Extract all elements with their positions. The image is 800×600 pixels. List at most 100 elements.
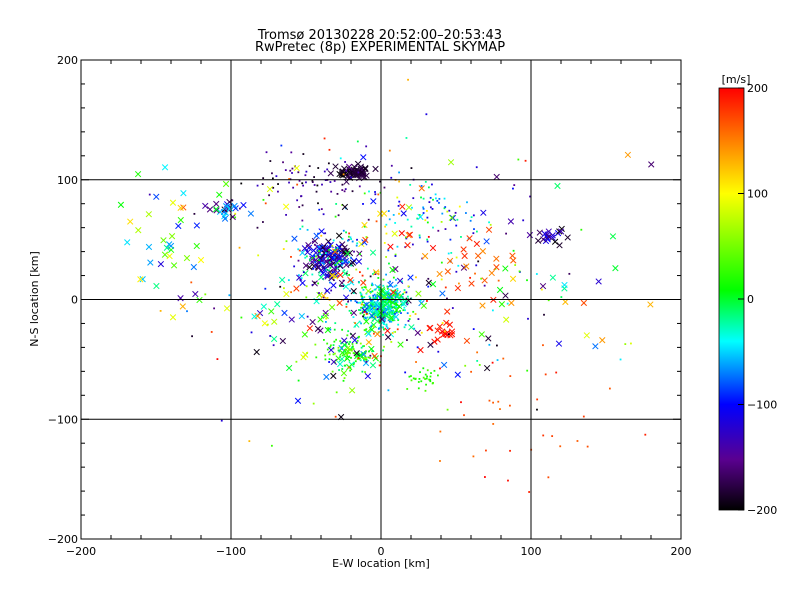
data-point-dot: [322, 339, 325, 341]
data-point-dot: [507, 479, 509, 482]
data-point-dot: [347, 238, 350, 241]
data-point-dot: [341, 259, 344, 262]
data-point-dot: [425, 113, 428, 116]
data-point-dot: [365, 312, 368, 315]
data-point-x: [342, 257, 350, 265]
data-point-dot: [388, 262, 390, 265]
data-point-dot: [463, 414, 465, 417]
data-point-dot: [484, 476, 486, 478]
data-point-x: [135, 227, 142, 234]
data-point-dot: [272, 186, 275, 189]
data-point-dot: [488, 221, 490, 224]
data-point-x: [454, 284, 462, 292]
data-point-dot: [321, 315, 323, 318]
data-point-x: [407, 274, 414, 281]
data-point-dot: [338, 350, 341, 353]
data-point-dot: [328, 358, 331, 361]
data-point-dot: [385, 325, 388, 328]
data-point-x: [448, 214, 455, 221]
data-point-dot: [426, 240, 429, 243]
data-point-x: [436, 270, 443, 278]
data-point-dot: [385, 323, 388, 326]
data-point-dot: [469, 276, 472, 279]
data-point-dot: [392, 312, 395, 315]
data-point-x: [216, 191, 223, 198]
data-point-dot: [438, 201, 440, 204]
data-point-dot: [389, 292, 391, 295]
data-point-x: [261, 320, 268, 327]
data-point-x: [444, 268, 452, 275]
data-point-dot: [415, 276, 417, 279]
data-point-dot: [383, 321, 386, 324]
data-point-dot: [347, 235, 350, 238]
data-point-dot: [466, 201, 468, 204]
data-point-dot: [367, 356, 370, 359]
data-point-dot: [491, 361, 494, 364]
data-point-dot: [472, 328, 475, 330]
data-point-dot: [448, 209, 451, 212]
data-point-dot: [385, 256, 388, 258]
data-point-x: [360, 279, 367, 286]
data-point-dot: [234, 212, 237, 215]
data-point-dot: [341, 328, 344, 331]
data-point-dot: [399, 310, 401, 312]
data-point-dot: [425, 383, 427, 386]
data-point-dot: [373, 297, 376, 300]
data-point-dot: [358, 335, 360, 338]
data-point-x: [306, 325, 314, 332]
data-point-dot: [441, 212, 444, 215]
data-point-dot: [420, 331, 423, 334]
data-point-dot: [313, 281, 316, 284]
data-point-dot: [371, 309, 374, 312]
data-point-dot: [426, 238, 429, 241]
data-point-dot: [403, 326, 406, 329]
data-point-dot: [387, 210, 390, 212]
data-point-dot: [369, 275, 372, 278]
data-point-dot: [353, 250, 355, 253]
data-point-dot: [398, 171, 400, 174]
data-point-dot: [348, 173, 351, 176]
data-point-dot: [355, 244, 358, 247]
data-point-dot: [315, 255, 318, 258]
data-point-dot: [301, 204, 304, 207]
data-point-dot: [390, 164, 393, 167]
data-point-dot: [496, 344, 498, 347]
data-point-dot: [317, 202, 319, 205]
data-point-dot: [340, 264, 343, 267]
data-point-dot: [355, 342, 358, 345]
data-point-dot: [447, 333, 450, 336]
data-point-x: [323, 373, 330, 381]
data-point-dot: [381, 310, 384, 312]
data-point-dot: [296, 199, 299, 202]
data-point-x: [371, 352, 378, 360]
data-point-dot: [431, 183, 433, 186]
data-point-dot: [404, 323, 407, 326]
data-point-dot: [240, 182, 243, 185]
colorbar-label: [m/s]: [722, 73, 751, 86]
data-point-x: [279, 276, 286, 284]
data-point-dot: [363, 296, 366, 299]
data-point-dot: [381, 311, 384, 314]
data-point-dot: [357, 357, 360, 359]
data-point-dot: [491, 309, 494, 312]
data-point-dot: [334, 249, 336, 251]
data-point-dot: [364, 317, 367, 320]
data-point-dot: [429, 379, 432, 381]
data-point-x: [147, 259, 154, 266]
data-point-dot: [338, 369, 340, 371]
data-point-x: [526, 231, 533, 239]
data-point-dot: [379, 361, 382, 363]
data-point-dot: [373, 288, 376, 291]
data-point-dot: [297, 259, 300, 262]
data-point-dot: [324, 232, 327, 235]
data-point-dot: [363, 357, 366, 360]
data-point-dot: [394, 296, 397, 299]
data-point-dot: [342, 229, 345, 232]
data-point-x: [557, 228, 565, 235]
data-point-dot: [318, 245, 321, 248]
data-point-dot: [326, 342, 329, 345]
data-point-dot: [406, 339, 408, 341]
data-point-x: [335, 232, 343, 239]
data-point-dot: [499, 408, 501, 410]
data-point-dot: [414, 313, 417, 315]
